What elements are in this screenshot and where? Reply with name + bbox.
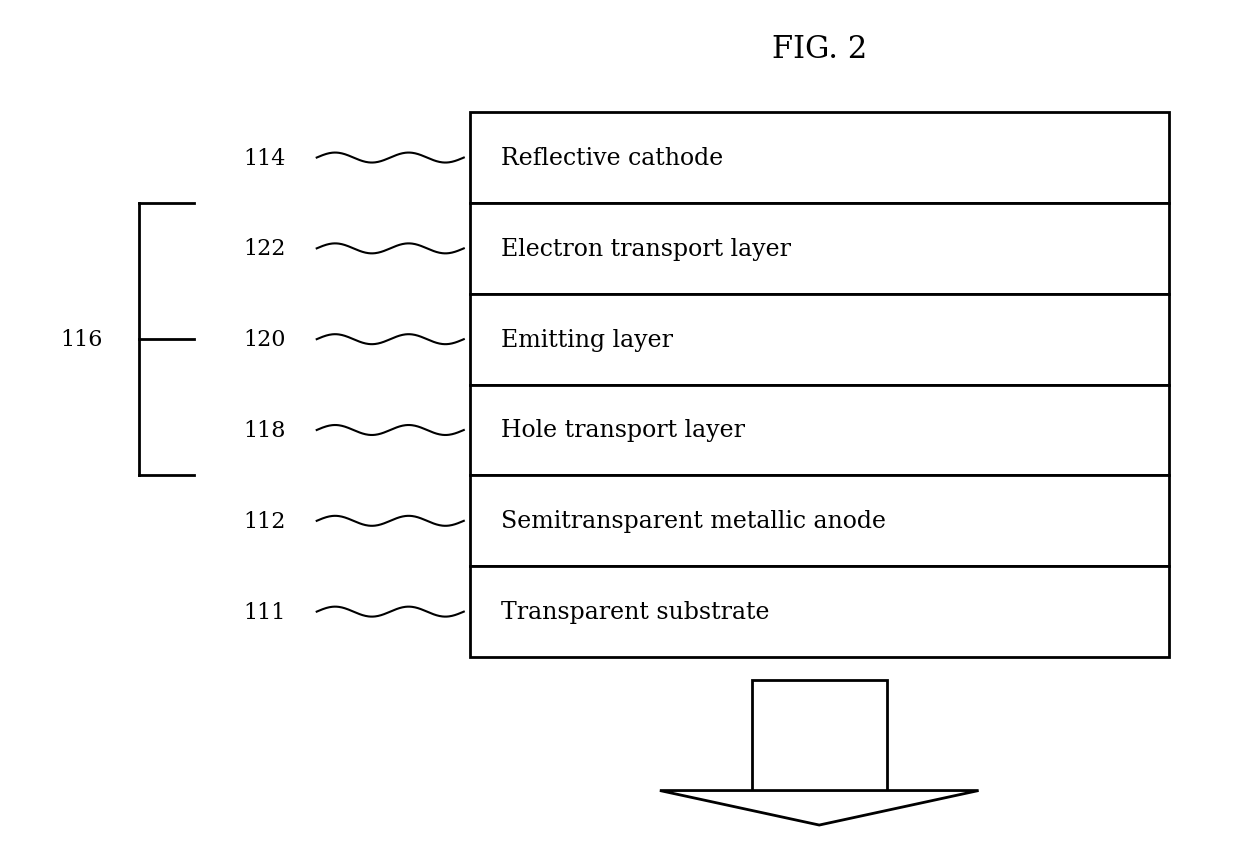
Text: Hole transport layer: Hole transport layer xyxy=(501,419,744,442)
Text: 116: 116 xyxy=(59,329,102,350)
Text: 112: 112 xyxy=(243,511,286,532)
Text: 122: 122 xyxy=(243,238,286,260)
Text: FIG. 2: FIG. 2 xyxy=(771,34,866,65)
Polygon shape xyxy=(660,790,979,825)
Text: Semitransparent metallic anode: Semitransparent metallic anode xyxy=(501,510,886,533)
Text: 118: 118 xyxy=(243,419,286,442)
Text: 111: 111 xyxy=(243,601,286,623)
Text: Electron transport layer: Electron transport layer xyxy=(501,238,791,261)
Bar xyxy=(752,680,887,790)
Bar xyxy=(470,476,1169,567)
Bar xyxy=(470,294,1169,385)
Text: 120: 120 xyxy=(243,329,286,350)
Text: Transparent substrate: Transparent substrate xyxy=(501,600,769,623)
Bar xyxy=(470,567,1169,657)
Text: 114: 114 xyxy=(243,147,286,170)
Bar xyxy=(470,385,1169,476)
Bar xyxy=(470,204,1169,294)
Bar xyxy=(470,113,1169,204)
Text: Reflective cathode: Reflective cathode xyxy=(501,147,723,170)
Text: Emitting layer: Emitting layer xyxy=(501,328,673,351)
